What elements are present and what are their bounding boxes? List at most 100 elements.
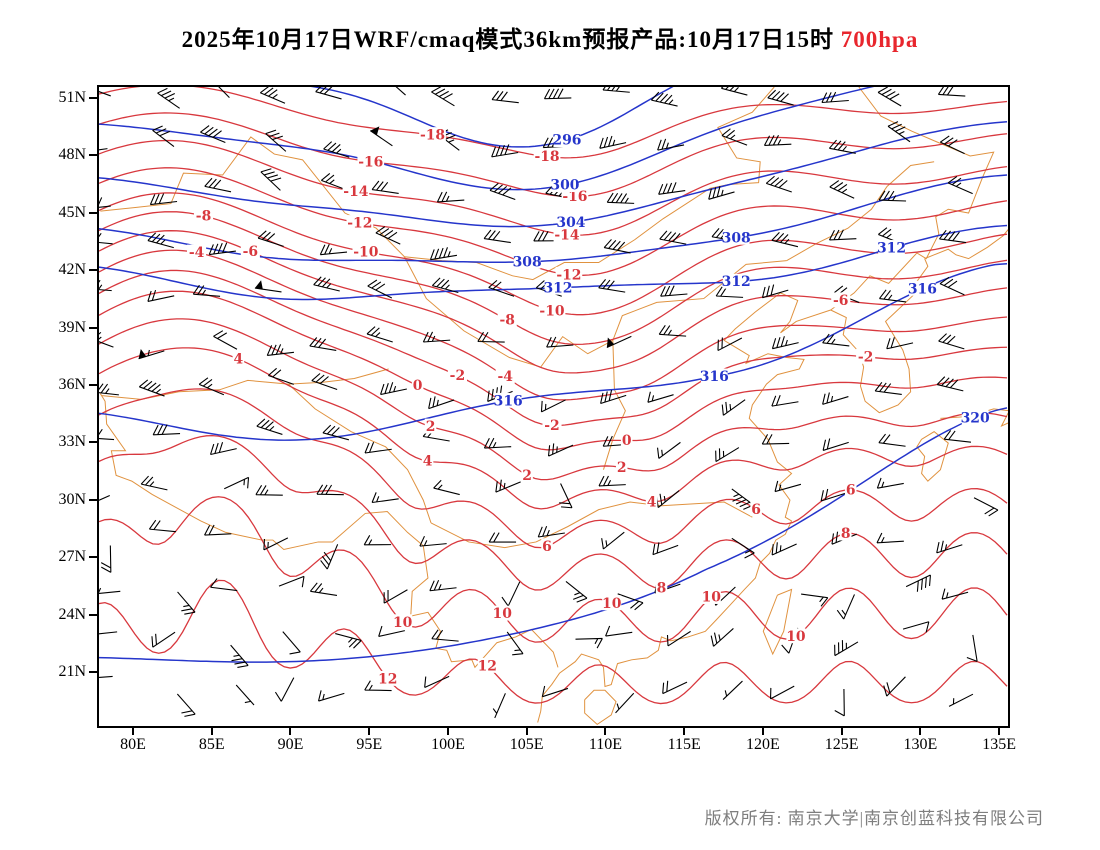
geo-line (603, 340, 626, 470)
lat-tick-label: 39N (58, 318, 86, 336)
wind-barb (822, 438, 849, 451)
wind-barb (99, 148, 108, 151)
wind-barb (722, 680, 743, 700)
wind-barb (886, 337, 914, 350)
wind-barb (429, 579, 457, 592)
wind-barb (599, 135, 627, 149)
wind-barb (606, 192, 635, 204)
wind-barb (266, 344, 295, 356)
wind-barb (483, 229, 511, 244)
lon-tick-label: 135E (982, 736, 1017, 753)
wind-barb (319, 243, 348, 256)
lon-tick-label: 85E (198, 736, 225, 753)
contour-label: -8 (196, 208, 211, 224)
lat-tick-label: 21N (58, 663, 86, 680)
wind-barb (477, 331, 505, 343)
wind-barb (973, 497, 999, 517)
geo-line (924, 229, 1008, 260)
wind-barb (948, 693, 974, 707)
lat-tick-mark (89, 154, 97, 157)
contour-label-halo (561, 188, 589, 204)
wind-barb (721, 399, 746, 416)
contour-label-halo (346, 215, 374, 231)
lat-tick-mark (89, 326, 97, 329)
wind-barb (363, 535, 392, 546)
wind-barb (598, 279, 626, 293)
wind-barb (650, 91, 678, 107)
wind-barb (204, 177, 232, 193)
wind-barb (662, 680, 688, 695)
wind-barb (966, 634, 978, 662)
wind-barb (99, 331, 114, 348)
geo-line (288, 383, 432, 524)
lon-tick-label: 95E (356, 736, 383, 753)
contour-label-halo (533, 148, 561, 164)
contour-label-halo (393, 614, 413, 630)
contour-label-halo (700, 368, 728, 384)
wind-barb (256, 418, 283, 435)
wind-barb (99, 279, 112, 292)
contour-label-halo (477, 657, 497, 673)
wind-barb (378, 625, 405, 637)
title-pressure-level: 700hpa (840, 27, 919, 52)
wind-barb (878, 190, 907, 202)
wind-barb (316, 484, 344, 496)
wind-barb (367, 279, 393, 299)
contour-label: 10 (786, 629, 806, 645)
contour-label-halo (856, 348, 876, 364)
contour-label-halo (357, 153, 385, 169)
wind-barb (943, 430, 972, 443)
contour-label: 4 (234, 352, 244, 368)
lon-tick-label: 100E (431, 736, 465, 753)
contour-label: 12 (478, 658, 497, 674)
wind-barb-pennant (370, 126, 380, 136)
contour-label-halo (557, 214, 585, 230)
contour-label-halo (419, 127, 446, 143)
wind-barb (491, 90, 519, 104)
wind-barb (259, 87, 286, 104)
wind-barb (565, 580, 588, 603)
contour-label: 304 (556, 215, 585, 231)
wind-barb (177, 591, 196, 615)
lat-tick-label: 33N (58, 433, 86, 451)
wind-barb (822, 333, 850, 347)
wind-barb (320, 173, 347, 191)
contour-label-halo (909, 280, 936, 296)
wind-barb (315, 87, 342, 100)
wind-barb-pennant (606, 337, 615, 348)
lat-tick-mark (89, 441, 97, 444)
contour-label-halo (421, 453, 434, 469)
lon-tick-mark (289, 728, 292, 735)
wind-barb (771, 394, 799, 407)
contour-label-halo (378, 670, 398, 686)
map-frame: 0 0 2 2 2 4 4 4 6 6 6 8 8 10 10 10 10 10 12 12 -18 -18 -16 -16 -… (97, 85, 1010, 728)
wind-barb (761, 284, 789, 299)
wind-barb (615, 692, 635, 714)
wind-barb (938, 333, 965, 350)
contour-label: 300 (550, 178, 579, 194)
wind-barb (255, 485, 283, 496)
wind-barb (100, 545, 112, 573)
wind-barb (941, 588, 969, 600)
wind-barb (99, 675, 113, 679)
wind-barb (657, 138, 685, 151)
wind-barb (821, 91, 849, 104)
wind-barb (501, 581, 521, 607)
wind-barb (152, 125, 175, 147)
wind-barb (874, 382, 902, 396)
contour-label: 0 (622, 433, 632, 449)
contour-label: 2 (426, 419, 436, 435)
wind-barb (138, 379, 165, 397)
contour-label-halo (447, 367, 467, 383)
wind-barb (380, 382, 407, 396)
wind-barb (483, 437, 512, 449)
wind-barb (263, 537, 289, 551)
contour-label-halo (602, 595, 622, 611)
contour-label: 312 (877, 241, 906, 257)
wind-barb (936, 376, 964, 392)
wind-barb (603, 239, 631, 254)
wind-barb (537, 525, 565, 538)
wind-barb (656, 490, 680, 508)
wind-barb (822, 392, 849, 405)
lon-tick-label: 80E (120, 736, 146, 753)
